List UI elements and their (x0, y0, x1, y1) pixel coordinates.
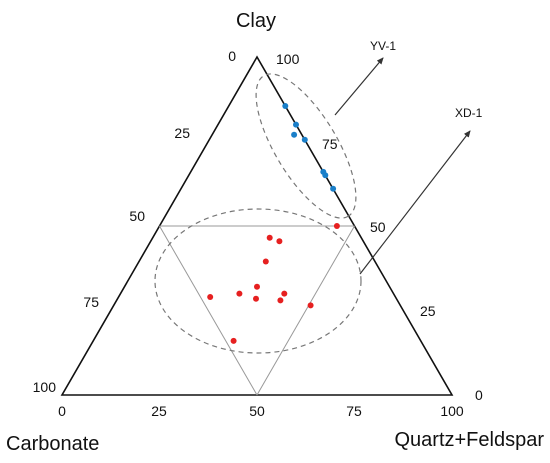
data-point-yv-1-2 (291, 131, 298, 138)
data-point-xd-1-2 (276, 238, 283, 245)
data-point-xd-1-1 (266, 234, 273, 241)
tick-qf-50: 50 (370, 219, 386, 235)
inner-triangle-right (256, 225, 355, 396)
tick-clay-50: 50 (129, 208, 145, 224)
vertex-label-carbonate: Carbonate (6, 433, 99, 455)
data-point-xd-1-8 (277, 297, 284, 304)
xd1-label: XD-1 (455, 106, 483, 120)
data-point-xd-1-11 (254, 283, 260, 290)
data-point-xd-1-9 (307, 302, 314, 309)
tick-clay-0: 0 (228, 48, 236, 64)
vertex-label-clay: Clay (236, 10, 276, 32)
tick-qf-75: 75 (322, 136, 338, 152)
data-point-xd-1-10 (230, 337, 237, 344)
xd1-arrow (359, 130, 471, 275)
tick-qf-100: 100 (276, 51, 300, 67)
yv1-label: YV-1 (370, 39, 396, 53)
yv1-group-ellipse (255, 73, 357, 219)
data-points (207, 103, 340, 344)
inner-triangle-left (159, 225, 258, 396)
data-point-xd-1-5 (236, 290, 243, 297)
data-point-xd-1-3 (262, 258, 269, 265)
data-point-yv-1-1 (293, 121, 299, 128)
yv1-arrow (334, 57, 384, 116)
tick-carbonate-50: 50 (249, 403, 265, 419)
tick-clay-75: 75 (83, 294, 99, 310)
data-point-xd-1-7 (281, 290, 288, 297)
tick-qf-0: 0 (475, 387, 483, 403)
data-point-yv-1-6 (330, 185, 337, 192)
tick-clay-100: 100 (33, 379, 57, 395)
vertex-label-quartz-feldspar: Quartz+Feldspar (394, 429, 544, 451)
xd1-group-ellipse (154, 208, 362, 354)
data-point-xd-1-6 (253, 295, 259, 302)
tick-qf-25: 25 (420, 303, 436, 319)
tick-carbonate-100: 100 (440, 403, 464, 419)
data-point-xd-1-0 (333, 223, 340, 229)
tick-clay-25: 25 (174, 125, 190, 141)
tick-carbonate-75: 75 (346, 403, 362, 419)
data-point-xd-1-4 (207, 294, 214, 300)
tick-carbonate-25: 25 (151, 403, 167, 419)
data-point-yv-1-3 (301, 136, 308, 143)
tick-carbonate-0: 0 (58, 403, 66, 419)
data-point-yv-1-5 (322, 172, 329, 179)
data-point-yv-1-0 (282, 103, 289, 109)
